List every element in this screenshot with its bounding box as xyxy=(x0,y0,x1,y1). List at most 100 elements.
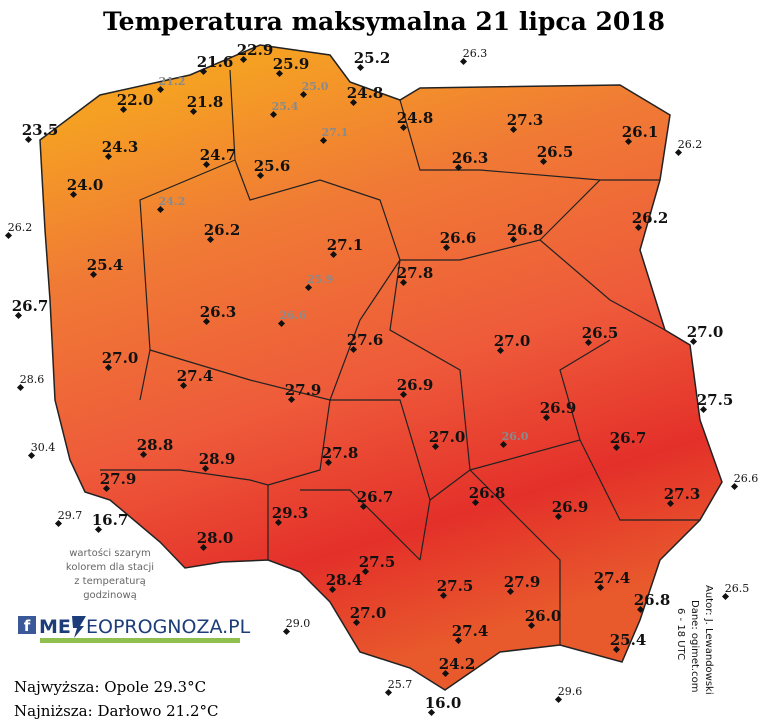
station-marker xyxy=(54,519,63,528)
station-value: 26.8 xyxy=(469,484,506,502)
station-marker xyxy=(666,499,675,508)
station-marker xyxy=(634,223,643,232)
station-value: 26.2 xyxy=(8,221,33,234)
station-value: 25.9 xyxy=(307,273,334,286)
station-value: 30.4 xyxy=(31,441,56,454)
station-value: 26.2 xyxy=(632,209,669,227)
logo-left: ME xyxy=(39,616,71,638)
station-marker xyxy=(427,708,436,717)
note-line: z temperaturą xyxy=(74,576,145,587)
station-marker xyxy=(199,543,208,552)
station-value: 27.0 xyxy=(494,332,531,350)
station-marker xyxy=(361,567,370,576)
station-value: 24.7 xyxy=(200,146,237,164)
credit: Dane: ogimet.com xyxy=(689,600,700,692)
station-value: 27.3 xyxy=(507,111,544,129)
station-value: 27.0 xyxy=(429,428,466,446)
station-marker xyxy=(431,442,440,451)
credit: Autor: J. Lewandowski xyxy=(703,585,714,695)
station-value: 26.2 xyxy=(204,221,241,239)
station-marker xyxy=(69,190,78,199)
station-value: 24.8 xyxy=(397,109,434,127)
station-marker xyxy=(328,585,337,594)
station-value: 27.1 xyxy=(322,126,349,139)
station-value: 28.8 xyxy=(137,436,174,454)
note: wartości szarym kolorem dla stacji z tem… xyxy=(66,547,154,601)
station-marker xyxy=(596,583,605,592)
station-marker xyxy=(539,157,548,166)
station-value: 23.5 xyxy=(22,121,59,139)
logo: f ME EOPROGNOZA.PL xyxy=(18,616,251,643)
station-value: 29.0 xyxy=(286,617,311,630)
station-marker xyxy=(584,338,593,347)
station-marker xyxy=(189,107,198,116)
station-marker xyxy=(269,110,278,119)
station-marker xyxy=(275,69,284,78)
station-marker xyxy=(139,450,148,459)
country-shape xyxy=(39,44,723,691)
station-value: 16.0 xyxy=(425,694,462,712)
station-value: 27.8 xyxy=(397,264,434,282)
note-line: kolorem dla stacji xyxy=(66,562,154,573)
station-value: 24.8 xyxy=(347,84,384,102)
station-marker xyxy=(319,136,328,145)
station-marker xyxy=(496,346,505,355)
station-value: 26.7 xyxy=(357,488,394,506)
station-marker xyxy=(14,311,23,320)
station-value: 27.5 xyxy=(697,391,734,409)
station-value: 26.0 xyxy=(502,430,529,443)
station-marker xyxy=(612,645,621,654)
station-value: 25.0 xyxy=(302,80,329,93)
station-value: 26.6 xyxy=(734,472,759,485)
station-value: 26.5 xyxy=(582,324,619,342)
station-value: 26.0 xyxy=(525,607,562,625)
station-marker xyxy=(509,125,518,134)
station-marker xyxy=(206,235,215,244)
station-marker xyxy=(352,618,361,627)
station-value: 21.2 xyxy=(159,75,186,88)
station-value: 25.4 xyxy=(610,631,647,649)
station-marker xyxy=(359,502,368,511)
station-marker xyxy=(554,695,563,704)
station-marker xyxy=(384,688,393,697)
station-marker xyxy=(349,345,358,354)
station-marker xyxy=(4,231,13,240)
logo-stripe xyxy=(40,638,240,643)
station-marker xyxy=(202,160,211,169)
station-value: 26.5 xyxy=(537,143,574,161)
station-marker xyxy=(624,137,633,146)
max-summary: Najwyższa: Opole 29.3°C xyxy=(14,678,206,696)
station-value: 16.7 xyxy=(92,511,129,529)
station-marker xyxy=(399,123,408,132)
station-value: 26.6 xyxy=(440,229,477,247)
station-marker xyxy=(636,605,645,614)
station-marker xyxy=(299,90,308,99)
station-value: 28.9 xyxy=(199,450,236,468)
station-value: 26.9 xyxy=(540,399,577,417)
title: Temperatura maksymalna 21 lipca 2018 xyxy=(103,7,665,36)
station-marker xyxy=(94,525,103,534)
station-marker xyxy=(442,243,451,252)
station-marker xyxy=(612,443,621,452)
station-marker xyxy=(721,592,730,601)
station-value: 29.3 xyxy=(272,504,309,522)
station-value: 28.4 xyxy=(326,571,363,589)
station-marker xyxy=(24,135,33,144)
station-marker xyxy=(16,383,25,392)
station-value: 27.9 xyxy=(504,573,541,591)
station-marker xyxy=(527,621,536,630)
note-line: godzinową xyxy=(83,590,137,601)
station-value: 27.5 xyxy=(359,553,396,571)
station-value: 25.9 xyxy=(273,55,310,73)
station-marker xyxy=(282,627,291,636)
station-marker xyxy=(689,337,698,346)
station-value: 26.7 xyxy=(610,429,647,447)
station-marker xyxy=(274,518,283,527)
station-marker xyxy=(156,85,165,94)
station-marker xyxy=(459,57,468,66)
station-value: 27.1 xyxy=(327,236,364,254)
station-value: 21.8 xyxy=(187,93,224,111)
station-marker xyxy=(674,148,683,157)
station-marker xyxy=(356,63,365,72)
